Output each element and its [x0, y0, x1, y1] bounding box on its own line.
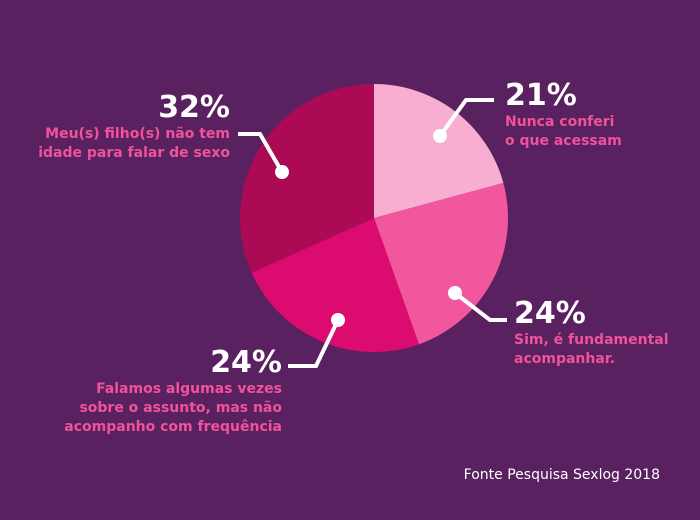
slice-value-label: 21% — [505, 78, 577, 113]
leader-dot — [275, 165, 289, 179]
slice-value-label: 32% — [158, 90, 230, 125]
pie-slice — [239, 84, 374, 273]
slice-description-label: Falamos algumas vezes sobre o assunto, m… — [64, 381, 282, 435]
leader-line — [453, 291, 507, 322]
leader-line — [288, 319, 340, 368]
slice-value-label: 24% — [514, 296, 586, 331]
leader-dot — [448, 286, 462, 300]
pie-slice — [374, 84, 504, 218]
pie-slice — [251, 218, 419, 352]
source-caption: Fonte Pesquisa Sexlog 2018 — [463, 467, 660, 483]
leader-line — [438, 98, 494, 138]
slice-description-label: Nunca conferi o que acessam — [505, 114, 622, 149]
slice-description-label: Sim, é fundamental acompanhar. — [514, 332, 669, 367]
leader-line — [238, 132, 284, 174]
leader-dot — [331, 313, 345, 327]
slice-description-label: Meu(s) filho(s) não tem idade para falar… — [38, 126, 230, 161]
leader-dot — [433, 129, 447, 143]
slice-value-label: 24% — [210, 345, 282, 380]
pie-slice — [374, 182, 508, 345]
